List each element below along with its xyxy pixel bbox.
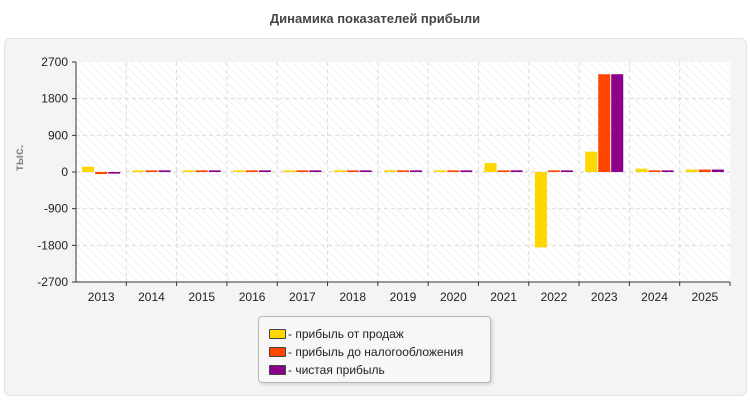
bar <box>661 170 674 172</box>
y-tick-label: -2700 <box>37 275 68 289</box>
x-tick-label: 2016 <box>239 290 266 304</box>
bar <box>309 170 322 172</box>
bar <box>534 172 547 248</box>
bar <box>547 170 560 172</box>
y-axis-label: тыс. <box>12 145 26 171</box>
y-tick-label: -1800 <box>37 238 68 252</box>
bar <box>635 168 648 172</box>
bar <box>82 166 95 172</box>
y-tick-label: -900 <box>44 202 68 216</box>
bar <box>182 170 195 172</box>
bar <box>598 74 611 172</box>
bar <box>296 170 309 172</box>
bar <box>132 170 145 172</box>
legend-swatch-net-profit <box>269 365 286 375</box>
x-tick-label: 2020 <box>440 290 467 304</box>
bar <box>460 170 473 172</box>
x-tick-label: 2013 <box>88 290 115 304</box>
bar <box>145 170 158 172</box>
x-tick-label: 2014 <box>138 290 165 304</box>
legend-label-net-profit: - чистая прибыль <box>288 363 385 377</box>
legend-item-sales-profit: - прибыль от продаж <box>269 325 490 343</box>
legend-swatch-pretax-profit <box>269 347 286 357</box>
bar <box>497 170 510 172</box>
x-tick-labels: 2013 2014 2015 2016 2017 2018 2019 2020 2021 2022… <box>88 282 731 304</box>
bar <box>484 163 497 172</box>
legend-item-net-profit: - чистая прибыль <box>269 361 490 379</box>
x-tick-label: 2018 <box>339 290 366 304</box>
bar <box>208 170 221 172</box>
x-tick-label: 2015 <box>188 290 215 304</box>
bar <box>510 170 523 172</box>
bar <box>585 151 598 172</box>
bar <box>698 169 711 172</box>
legend-label-sales-profit: - прибыль от продаж <box>288 327 404 341</box>
bar <box>246 170 259 172</box>
bar <box>158 170 171 172</box>
bar <box>195 170 208 172</box>
y-tick-label: 0 <box>61 165 68 179</box>
bar <box>108 172 121 174</box>
bar <box>346 170 359 172</box>
chart-title: Динамика показателей прибыли <box>269 11 481 26</box>
x-tick-label: 2019 <box>390 290 417 304</box>
bar <box>359 170 372 172</box>
bar <box>611 74 624 172</box>
y-tick-labels: 2700 1800 900 0 -900 -1800 -2700 <box>37 55 76 289</box>
bar <box>648 170 661 172</box>
bar <box>711 169 724 172</box>
bar <box>333 170 346 172</box>
y-tick-label: 900 <box>48 128 68 142</box>
x-tick-label: 2024 <box>641 290 668 304</box>
x-tick-label: 2025 <box>691 290 718 304</box>
bar <box>397 170 409 172</box>
bar <box>283 170 296 172</box>
bar <box>384 170 396 172</box>
legend-swatch-sales-profit <box>269 329 286 339</box>
legend-label-pretax-profit: - прибыль до налогообложения <box>288 345 464 359</box>
y-tick-label: 2700 <box>41 55 68 69</box>
bar <box>560 170 573 172</box>
x-tick-label: 2023 <box>591 290 618 304</box>
bar <box>447 170 460 172</box>
bar <box>434 170 447 172</box>
legend-item-pretax-profit: - прибыль до налогообложения <box>269 343 490 361</box>
legend: - прибыль от продаж - прибыль до налогоо… <box>258 316 491 383</box>
bar <box>259 170 272 172</box>
bars <box>82 74 724 248</box>
y-tick-label: 1800 <box>41 92 68 106</box>
x-tick-label: 2021 <box>490 290 517 304</box>
x-tick-label: 2017 <box>289 290 316 304</box>
bar <box>685 169 698 172</box>
bar <box>95 172 108 175</box>
bar <box>410 170 422 172</box>
bar <box>233 170 246 172</box>
x-tick-label: 2022 <box>541 290 568 304</box>
